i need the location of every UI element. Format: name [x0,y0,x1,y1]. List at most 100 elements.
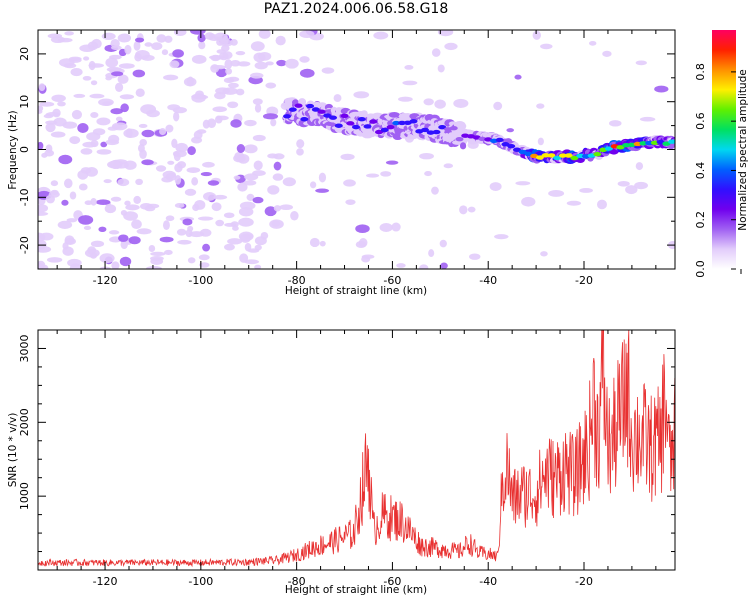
spectrogram-blob [224,59,233,70]
spectrogram-blob [437,30,454,37]
spectrogram-blob [77,122,89,133]
spectrogram-blob [39,101,55,107]
spectrogram-ridge-peak [317,109,326,114]
spectrogram-ridge-peak [329,115,338,120]
spectrogram-blob [38,211,49,216]
spectrogram-blob [82,75,92,81]
spectrogram-blob [155,165,167,172]
spectrogram-blob [361,254,375,259]
spectrogram-blob [396,263,406,268]
spectrogram-ridge-cell [459,122,467,130]
spectrogram-blob [110,45,122,51]
spectrogram-blob [46,257,63,263]
spectrogram-blob [38,260,46,269]
spectrogram-blob [38,105,44,112]
spectrogram-ridge-peak [564,153,573,158]
spectrogram-blob [210,64,220,73]
spectrogram-x-axis-label: Height of straight line (km) [285,285,427,297]
spectrogram-blob [78,183,88,191]
spectrogram-blob [258,30,271,39]
spectrogram-blob [90,240,105,248]
spectrogram-blob [440,262,448,269]
spectrogram-blob [227,101,239,109]
spectrogram-ridge-peak [570,155,579,161]
spectrogram-blob [182,218,193,226]
spectrogram-blob [224,243,235,251]
snr-x-axis-label: Height of straight line (km) [285,584,427,596]
spectrogram-blob [38,232,46,242]
snr-y-ticks: 1000 2000 3000 [18,329,675,571]
spectrogram-blob [105,57,119,68]
spectrogram-blob [213,32,228,42]
spectrogram-blob [78,215,94,225]
spectrogram-blob [270,118,277,127]
spectrogram-blob [244,259,260,265]
spectrogram-ridge-peak [662,141,671,146]
spectrogram-blob [540,43,553,50]
snr-frame [37,329,676,571]
spectrogram-ridge-peak [283,114,292,119]
spectrogram-blob [609,120,622,127]
spectrogram-blob [159,236,174,243]
spectrogram-blob [101,32,116,41]
spectrogram-blob [252,98,263,105]
spectrogram-blob [635,60,647,66]
x-tick-label: -120 [93,575,118,588]
spectrogram-x-ticks: -120 -100 -80 -60 -40 -20 [56,30,657,287]
spectrogram-blob [540,251,548,257]
spectrogram-blob [38,245,52,253]
spectrogram-blob [173,30,187,37]
spectrogram-blob [57,220,73,229]
spectrogram-blob [514,74,522,80]
x-tick-label: -20 [575,575,593,588]
x-tick-label: -120 [93,274,118,287]
spectrogram-ridge-peak [501,142,510,147]
y-tick-label: -20 [18,236,31,254]
spectrogram-blob [222,87,238,95]
spectrogram-ridge-peak [288,107,297,112]
spectrogram-blob [133,195,142,204]
colorbar-gradient [712,30,736,269]
colorbar-ticks: 0.0 0.2 0.4 0.6 0.8 [694,63,742,278]
spectrogram-blob [90,112,99,118]
spectrogram-blob [69,191,77,200]
spectrogram-ridge-peak [558,153,567,158]
spectrogram-blob [176,228,187,236]
spectrogram-blob [216,115,229,121]
spectrogram-blob [53,117,67,127]
spectrogram-blob [124,44,132,55]
spectrogram-blob [169,60,180,69]
spectrogram-blob [296,139,305,149]
spectrogram-blob [299,30,315,38]
spectrogram-ridge-peak [392,120,401,126]
spectrogram-blob [235,51,246,56]
spectrogram-ridge-peak [495,137,504,143]
spectrogram-blob [355,224,370,233]
spectrogram-blob [654,85,669,93]
spectrogram-blob [146,266,162,269]
spectrogram-blob [165,172,177,181]
spectrogram-blob [588,40,597,46]
spectrogram-blob [296,148,304,156]
spectrogram-ridge-peak [300,116,309,122]
spectrogram-blob [250,41,265,52]
spectrogram-ridge-peak [323,113,332,118]
chart-title: PAZ1.2024.006.06.58.G18 [263,1,449,17]
spectrogram-blob [134,37,145,43]
spectrogram-blob [167,160,175,165]
spectrogram-blob [187,225,194,232]
spectrogram-blob [443,163,454,169]
spectrogram-ridge-peak [375,129,384,135]
spectrogram-blob [299,68,315,78]
spectrogram-blob [69,263,81,269]
spectrogram-ridge-peak [616,145,625,150]
spectrogram-blob [252,196,264,204]
spectrogram-blob [243,180,257,186]
spectrogram-ridge-peak [420,127,429,133]
spectrogram-blob [98,226,107,232]
spectrogram-blob [174,175,182,185]
spectrogram-blob [617,180,630,187]
spectrogram-blob [198,254,210,261]
x-tick-label: -40 [479,575,497,588]
spectrogram-blob [211,202,222,212]
